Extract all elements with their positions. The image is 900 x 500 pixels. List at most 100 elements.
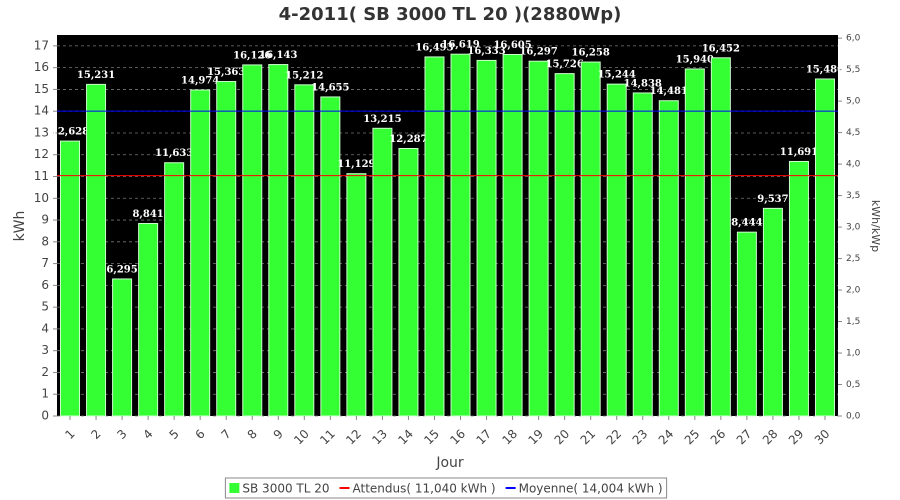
value-label: 14,481 [650,86,688,97]
bar [294,84,315,417]
bar [632,92,653,417]
bar [138,223,159,417]
bar [86,83,107,417]
value-label: 11,633 [155,148,193,159]
y-tick-label: 15 [34,82,49,96]
chart-title: 4-2011( SB 3000 TL 20 )(2880Wp) [279,4,622,25]
value-label: 16,619 [441,40,479,51]
bar [814,78,835,417]
bar [580,61,601,417]
y-tick-label: 17 [34,38,49,52]
bar [112,278,133,417]
bar [658,100,679,417]
y2-tick-label: 5,0 [846,97,861,107]
bar [242,64,263,417]
y2-tick-label: 4,0 [846,160,861,170]
bar [372,127,393,417]
bar [320,96,341,417]
y2-tick-label: 0,5 [846,380,860,390]
value-label: 16,297 [519,47,557,58]
value-label: 11,691 [780,147,818,158]
y-tick-label: 0 [41,409,49,423]
y2-tick-label: 4,5 [846,128,860,138]
value-label: 16,126 [233,50,271,61]
value-label: 16,258 [572,48,610,59]
value-label: 15,231 [77,70,115,81]
bar [216,81,237,417]
legend-label: Moyenne( 14,004 kWh ) [519,482,663,496]
bar [268,64,289,417]
value-label: 16,493 [415,42,453,53]
value-label: 15,480 [806,64,844,75]
legend-box [224,477,668,499]
y-tick-label: 16 [34,60,49,74]
y2-tick-label: 3,0 [846,223,861,233]
y-tick-label: 8 [41,234,49,248]
y-tick-label: 1 [41,387,49,401]
y2-tick-label: 5,5 [846,65,860,75]
y2-tick-label: 1,5 [846,317,860,327]
y-tick-label: 2 [41,365,49,379]
value-label: 14,655 [311,82,349,93]
y2-tick-label: 0,0 [846,412,861,422]
value-label: 16,143 [259,50,297,61]
y-tick-label: 7 [41,256,49,270]
bar [450,53,471,417]
bar [528,60,549,417]
value-label: 14,974 [181,75,219,86]
y-tick-label: 11 [34,169,49,183]
y2-axis-label: kWh/kWp [869,200,882,252]
legend: SB 3000 TL 20 Attendus( 11,040 kWh ) Moyen… [224,477,668,499]
y2-tick-label: 6,0 [846,34,861,44]
bar [684,68,705,417]
plot-area [57,35,838,416]
bar [398,147,419,417]
legend-swatch [229,483,240,493]
x-axis-label: Jour [435,455,464,471]
bar [736,231,757,417]
bar [476,59,497,417]
value-label: 15,363 [207,67,245,78]
value-label: 15,212 [285,70,323,81]
y-tick-label: 9 [41,213,49,227]
value-label: 13,215 [363,114,401,125]
value-label: 14,838 [624,78,662,89]
y-tick-label: 12 [34,147,49,161]
y-tick-label: 4 [41,321,49,335]
value-label: 8,444 [731,218,762,229]
y-axis-label: kWh [12,211,28,242]
value-label: 12,628 [51,127,89,138]
bar [606,83,627,417]
y2-tick-label: 3,5 [846,191,860,201]
bar [502,53,523,417]
bar [346,173,367,417]
value-label: 9,537 [757,194,788,205]
value-label: 15,244 [598,70,636,81]
legend-label: SB 3000 TL 20 [242,482,329,496]
y-tick-label: 3 [41,343,49,357]
value-label: 16,605 [493,40,531,51]
value-label: 8,841 [132,209,163,220]
value-label: 16,333 [467,46,505,57]
y-tick-label: 10 [34,191,49,205]
value-label: 15,940 [676,54,714,65]
value-label: 11,129 [337,159,375,170]
y2-tick-label: 2,5 [846,254,860,264]
y-tick-label: 14 [34,104,49,118]
y-tick-label: 6 [41,278,49,292]
bar [762,207,783,417]
y2-tick-label: 2,0 [846,286,861,296]
value-label: 15,726 [546,59,584,70]
y2-tick-label: 1,0 [846,349,861,359]
bar [164,162,185,417]
value-label: 6,295 [106,264,137,275]
legend-label: Attendus( 11,040 kWh ) [353,482,496,496]
bar [788,160,809,417]
bar [190,89,211,417]
y-tick-label: 5 [41,300,49,314]
bar [60,140,81,417]
value-label: 12,287 [389,134,427,145]
bar [554,73,575,417]
value-label: 16,452 [702,43,740,54]
